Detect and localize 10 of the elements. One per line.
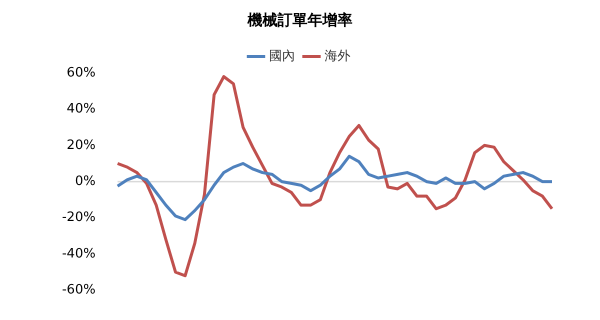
y-tick-label: 40% xyxy=(66,102,96,117)
legend-label: 國內 xyxy=(269,48,295,64)
y-tick-label: 0% xyxy=(74,174,96,189)
y-tick-label: -20% xyxy=(62,210,96,226)
legend-label: 海外 xyxy=(324,48,350,64)
y-tick-label: -40% xyxy=(62,246,96,262)
y-tick-label: 60% xyxy=(66,65,96,80)
y-tick-label: -60% xyxy=(62,282,96,298)
chart-title: 機械訂單年增率 xyxy=(246,10,352,29)
y-tick-label: 20% xyxy=(66,138,96,153)
